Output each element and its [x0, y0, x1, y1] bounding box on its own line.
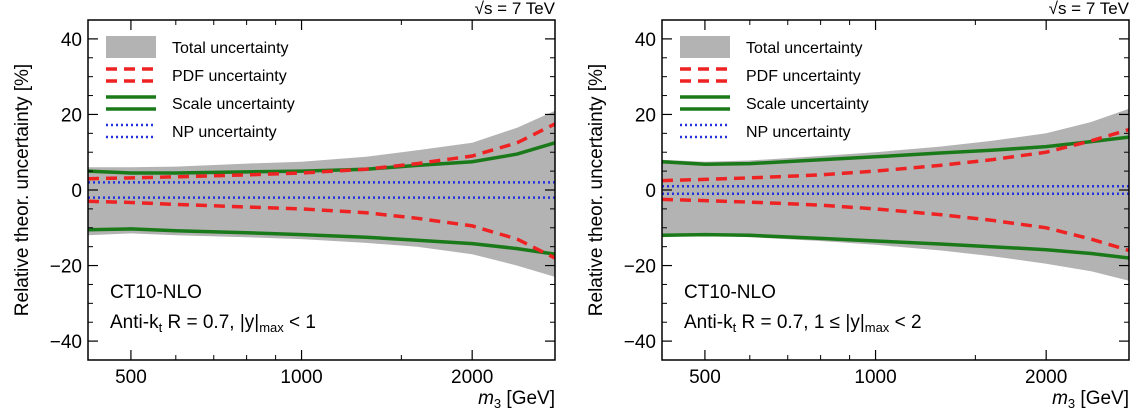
annotation-antikt-sub: t [159, 320, 163, 335]
annotation-line1: CT10-NLO [684, 282, 776, 303]
annotation-line1: CT10-NLO [110, 282, 202, 303]
annotation-antikt-sub: t [733, 320, 737, 335]
scale-uncertainty-upper-line [662, 135, 1129, 167]
x-tick-label: 2000 [1025, 367, 1067, 388]
y-tick-label: 0 [71, 181, 82, 202]
x-tick-label: 1000 [280, 367, 322, 388]
y-tick-label: 20 [635, 105, 656, 126]
x-axis-label: m3 [GeV] [1052, 388, 1129, 408]
y-tick-label: 0 [645, 181, 656, 202]
y-tick-label: −40 [624, 332, 656, 353]
y-axis-label: Relative theor. uncertainty [%] [586, 64, 607, 316]
legend-label: PDF uncertainty [746, 68, 861, 85]
y-tick-label: 20 [61, 105, 82, 126]
plot-area [662, 108, 1129, 281]
y-tick-label: −20 [50, 257, 82, 278]
annotation-max-sub: max [259, 320, 284, 335]
scale-uncertainty-lower-line [88, 227, 555, 256]
y-tick-label: 40 [61, 30, 82, 51]
y-tick-label: −20 [624, 257, 656, 278]
plot-area [88, 110, 555, 277]
total-uncertainty-band [88, 110, 555, 277]
legend-label: Scale uncertainty [172, 96, 295, 113]
annotation-params: R = 0.7, 1 ≤ |y| [736, 312, 865, 333]
legend-label: NP uncertainty [746, 124, 851, 141]
x-axis-label-sub: 3 [1068, 396, 1075, 408]
y-tick-label: −40 [50, 332, 82, 353]
annotation-line2: Anti-kt R = 0.7, |y|max < 1 [110, 312, 316, 335]
legend-swatch-total [680, 36, 730, 58]
x-tick-label: 500 [689, 367, 721, 388]
x-tick-label: 2000 [451, 367, 493, 388]
energy-label: √s = 7 TeV [1049, 0, 1130, 18]
y-tick-label: 40 [635, 30, 656, 51]
energy-label: √s = 7 TeV [475, 0, 556, 18]
annotation-line2: Anti-kt R = 0.7, 1 ≤ |y|max < 2 [684, 312, 922, 335]
annotation-params: R = 0.7, |y| [162, 312, 259, 333]
x-tick-label: 500 [115, 367, 147, 388]
annotation-antikt: Anti-k [684, 312, 733, 333]
legend-label: Total uncertainty [746, 40, 863, 57]
legend-label: Scale uncertainty [746, 96, 869, 113]
x-axis-label-var: m [1052, 388, 1068, 408]
annotation-cut: < 2 [889, 312, 921, 333]
scale-uncertainty-lower-line [662, 232, 1129, 260]
legend-label: Total uncertainty [172, 40, 289, 57]
x-axis-label-sub: 3 [494, 396, 501, 408]
legend-swatch-total [106, 36, 156, 58]
x-tick-label: 1000 [854, 367, 896, 388]
legend-label: NP uncertainty [172, 124, 277, 141]
x-axis-label-unit: [GeV] [501, 388, 555, 408]
x-axis-label: m3 [GeV] [478, 388, 555, 408]
scale-uncertainty-upper-line [88, 141, 555, 175]
annotation-max-sub: max [865, 320, 890, 335]
legend-label: PDF uncertainty [172, 68, 287, 85]
x-axis-label-unit: [GeV] [1075, 388, 1129, 408]
y-axis-label: Relative theor. uncertainty [%] [12, 64, 33, 316]
x-axis-label-var: m [478, 388, 494, 408]
annotation-cut: < 1 [284, 312, 316, 333]
annotation-antikt: Anti-k [110, 312, 159, 333]
